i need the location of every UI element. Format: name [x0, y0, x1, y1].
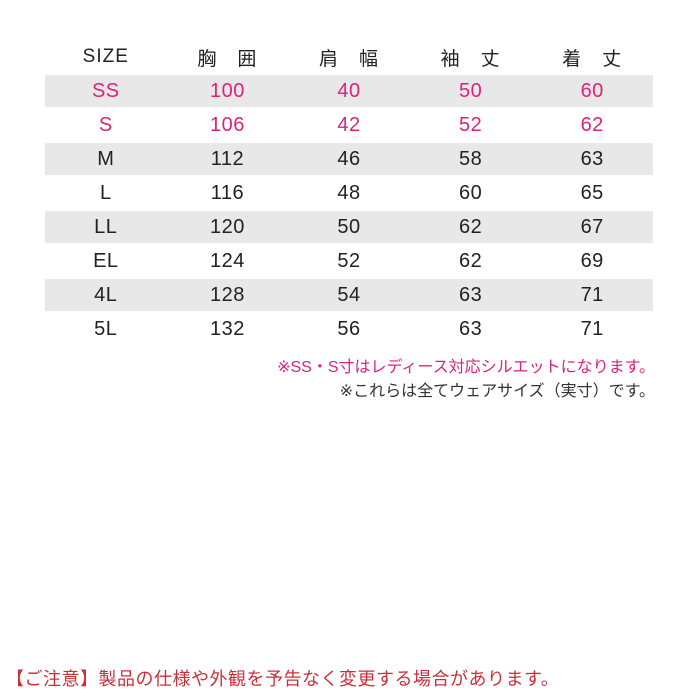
caution-label: 【ご注意】: [6, 669, 99, 689]
cell-chest: 100: [209, 79, 245, 102]
cell-shoulder: 42: [337, 113, 361, 136]
cell-chest: 132: [209, 317, 245, 340]
cell-shoulder: 46: [337, 147, 361, 170]
size-table-header-row: SIZE 胸 囲 肩 幅 袖 丈 着 丈: [45, 40, 653, 74]
cell-shoulder: 50: [337, 215, 361, 238]
column-header: SIZE: [82, 46, 129, 67]
column-header: 袖 丈: [440, 48, 501, 70]
cell-size: 4L: [94, 283, 118, 306]
cell-length: 62: [580, 113, 604, 136]
cell-chest: 120: [209, 215, 245, 238]
caution-line: 【ご注意】製品の仕様や外観を予告なく変更する場合があります。: [6, 667, 559, 691]
cell-length: 67: [580, 215, 604, 238]
cell-sleeve: 58: [458, 147, 483, 170]
cell-sleeve: 52: [458, 113, 483, 136]
cell-chest: 128: [209, 283, 245, 306]
cell-chest: 124: [209, 249, 245, 272]
cell-length: 71: [580, 283, 604, 306]
table-row: S 106 42 52 62: [45, 108, 653, 142]
table-row: SS 100 40 50 60: [45, 74, 653, 108]
note-ladies-silhouette: ※SS・S寸はレディース対応シルエットになります。: [277, 359, 655, 376]
cell-shoulder: 40: [337, 79, 361, 102]
cell-sleeve: 60: [458, 181, 483, 204]
cell-shoulder: 52: [337, 249, 361, 272]
size-notes: ※SS・S寸はレディース対応シルエットになります。 ※これらは全てウェアサイズ（…: [277, 356, 655, 404]
cell-chest: 112: [210, 147, 245, 170]
cell-sleeve: 63: [458, 317, 483, 340]
cell-length: 63: [580, 147, 604, 170]
cell-shoulder: 56: [337, 317, 361, 340]
column-header: 着 丈: [562, 48, 623, 70]
cell-chest: 106: [209, 113, 245, 136]
column-header: 胸 囲: [197, 48, 258, 70]
cell-sleeve: 50: [458, 79, 483, 102]
table-row: LL 120 50 62 67: [45, 210, 653, 244]
size-table: SIZE 胸 囲 肩 幅 袖 丈 着 丈 SS 100 40 50 60 S 106 4…: [45, 40, 653, 346]
cell-size: LL: [94, 215, 118, 238]
cell-size: 5L: [94, 317, 118, 340]
table-row: 4L 128 54 63 71: [45, 278, 653, 312]
cell-length: 71: [580, 317, 604, 340]
cell-sleeve: 62: [458, 215, 483, 238]
cell-size: SS: [91, 79, 120, 102]
cell-size: EL: [93, 249, 119, 272]
size-table-body: SS 100 40 50 60 S 106 42 52 62 M 112 46 …: [45, 74, 653, 346]
cell-length: 69: [580, 249, 604, 272]
column-header: 肩 幅: [318, 48, 379, 70]
table-row: M 112 46 58 63: [45, 142, 653, 176]
cell-shoulder: 54: [337, 283, 361, 306]
table-row: L 116 48 60 65: [45, 176, 653, 210]
table-row: EL 124 52 62 69: [45, 244, 653, 278]
caution-text: 製品の仕様や外観を予告なく変更する場合があります。: [98, 669, 560, 689]
cell-length: 65: [580, 181, 604, 204]
cell-shoulder: 48: [337, 181, 361, 204]
note-actual-wear-size: ※これらは全てウェアサイズ（実寸）です。: [339, 383, 655, 400]
cell-size: M: [97, 147, 115, 170]
table-row: 5L 132 56 63 71: [45, 312, 653, 346]
cell-length: 60: [580, 79, 604, 102]
cell-sleeve: 63: [458, 283, 483, 306]
cell-size: L: [99, 181, 112, 204]
cell-chest: 116: [210, 181, 245, 204]
cell-sleeve: 62: [458, 249, 483, 272]
cell-size: S: [98, 113, 113, 136]
